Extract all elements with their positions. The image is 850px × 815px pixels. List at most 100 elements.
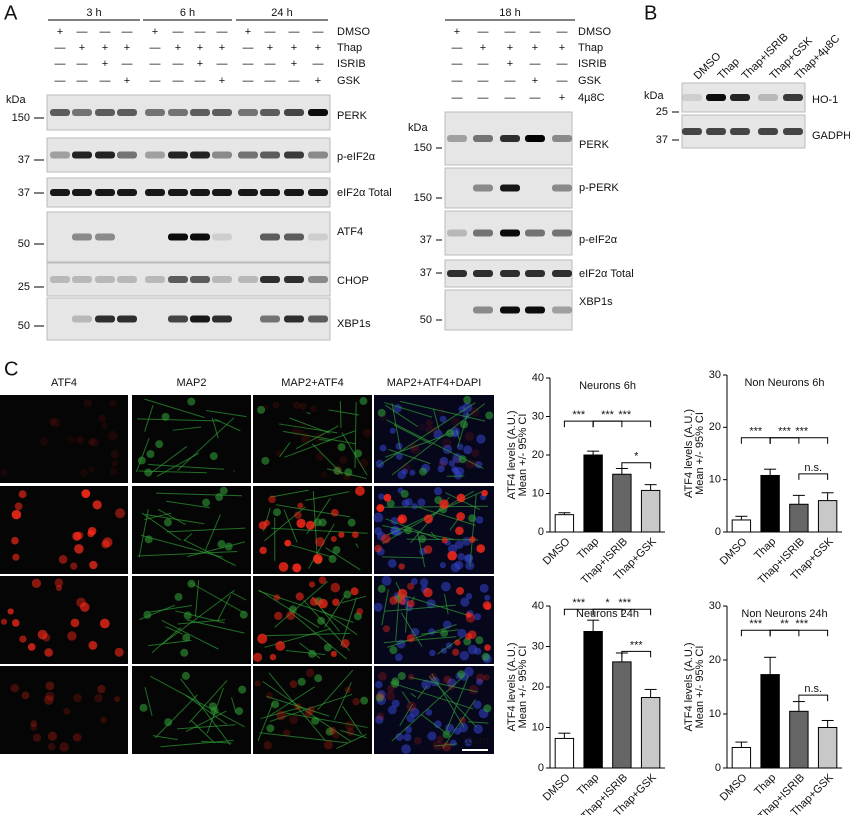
atf4-nucleus	[27, 643, 36, 651]
neurite	[160, 739, 234, 748]
band	[95, 189, 115, 196]
y-tick-label: 10	[532, 721, 544, 733]
neuron-body	[137, 456, 146, 465]
atf4-nucleus	[73, 693, 82, 703]
neuron-body	[397, 671, 406, 680]
neurite	[401, 691, 411, 704]
atf4-nucleus	[443, 675, 452, 684]
band	[212, 189, 232, 196]
neuron-body	[485, 411, 494, 420]
atf4-nucleus	[346, 728, 355, 736]
atf4-nucleus	[278, 562, 289, 572]
neurite	[292, 613, 348, 660]
neurite	[152, 735, 178, 741]
significance-bracket	[592, 608, 652, 616]
band	[473, 229, 493, 237]
neuron-body	[272, 508, 281, 517]
blot-label: PERK	[337, 110, 368, 122]
atf4-nucleus	[59, 742, 69, 752]
band	[145, 189, 165, 196]
kda-label: kDa	[6, 94, 26, 106]
y-tick-label: 20	[709, 421, 721, 433]
treatment-label: Thap	[337, 42, 362, 54]
atf4-nucleus	[275, 449, 283, 457]
x-tick-label: Thap	[752, 772, 778, 798]
neuron-body	[328, 555, 337, 564]
atf4-nucleus	[425, 419, 433, 427]
atf4-nucleus	[469, 536, 476, 543]
atf4-nucleus	[438, 408, 446, 416]
y-tick-label: 30	[709, 600, 721, 612]
neurite	[421, 629, 459, 635]
atf4-nucleus	[362, 428, 372, 438]
significance-label: **	[780, 618, 789, 630]
atf4-nucleus	[356, 608, 364, 615]
atf4-nucleus	[67, 435, 76, 444]
significance-bracket	[798, 694, 829, 702]
neurite	[283, 509, 298, 543]
neurite	[166, 500, 211, 509]
treatment-sign: —	[557, 58, 568, 70]
treatment-sign: —	[478, 92, 489, 104]
treatment-sign: +	[219, 42, 225, 54]
neurite	[341, 595, 367, 604]
atf4-nucleus	[269, 653, 277, 661]
atf4-nucleus	[431, 425, 440, 434]
micrograph	[132, 576, 251, 664]
atf4-nucleus	[320, 471, 328, 479]
atf4-nucleus	[257, 633, 268, 644]
atf4-nucleus	[11, 619, 20, 627]
dapi-nucleus	[375, 715, 384, 724]
bar	[789, 503, 809, 533]
neurite	[190, 719, 216, 744]
dapi-nucleus	[373, 602, 383, 612]
dapi-nucleus	[433, 720, 442, 729]
dapi-nucleus	[458, 405, 466, 413]
atf4-nucleus	[273, 594, 281, 601]
neuron-body	[266, 724, 275, 733]
treatment-sign: +	[245, 26, 251, 38]
band	[238, 189, 258, 196]
neurite	[145, 513, 205, 525]
atf4-nucleus	[299, 402, 307, 410]
treatment-sign: —	[77, 75, 88, 87]
atf4-nucleus	[397, 588, 408, 599]
neurite	[388, 448, 431, 465]
atf4-nucleus	[308, 581, 316, 588]
band	[284, 276, 304, 283]
dapi-nucleus	[394, 653, 403, 662]
atf4-nucleus	[310, 405, 317, 413]
band	[72, 276, 92, 283]
atf4-nucleus	[44, 648, 53, 657]
atf4-nucleus	[50, 417, 61, 428]
atf4-nucleus	[258, 521, 267, 530]
neuron-body	[318, 518, 327, 527]
y-tick-label: 20	[532, 449, 544, 461]
neurite	[141, 534, 223, 558]
treatment-sign: +	[152, 26, 158, 38]
neuron-body	[377, 408, 386, 417]
neuron-body	[460, 420, 469, 429]
neuron-body	[187, 579, 196, 588]
y-tick-label: 30	[709, 369, 721, 381]
significance-label: ***	[618, 409, 632, 421]
atf4-nucleus	[406, 701, 417, 712]
atf4-nucleus	[274, 611, 283, 621]
treatment-sign: —	[530, 26, 541, 38]
atf4-nucleus	[70, 562, 78, 570]
neuron-body	[400, 489, 409, 498]
blot-label: p-PERK	[579, 182, 619, 194]
neuron-body	[261, 456, 270, 465]
band	[72, 151, 92, 159]
atf4-nucleus	[441, 741, 452, 752]
treatment-sign: —	[100, 26, 111, 38]
atf4-nucleus	[313, 432, 324, 443]
neurite	[354, 401, 357, 468]
treatment-sign: +	[291, 42, 297, 54]
band	[72, 189, 92, 196]
dapi-nucleus	[473, 613, 482, 621]
micrograph	[0, 666, 128, 754]
atf4-nucleus	[468, 684, 479, 695]
band	[212, 109, 232, 116]
